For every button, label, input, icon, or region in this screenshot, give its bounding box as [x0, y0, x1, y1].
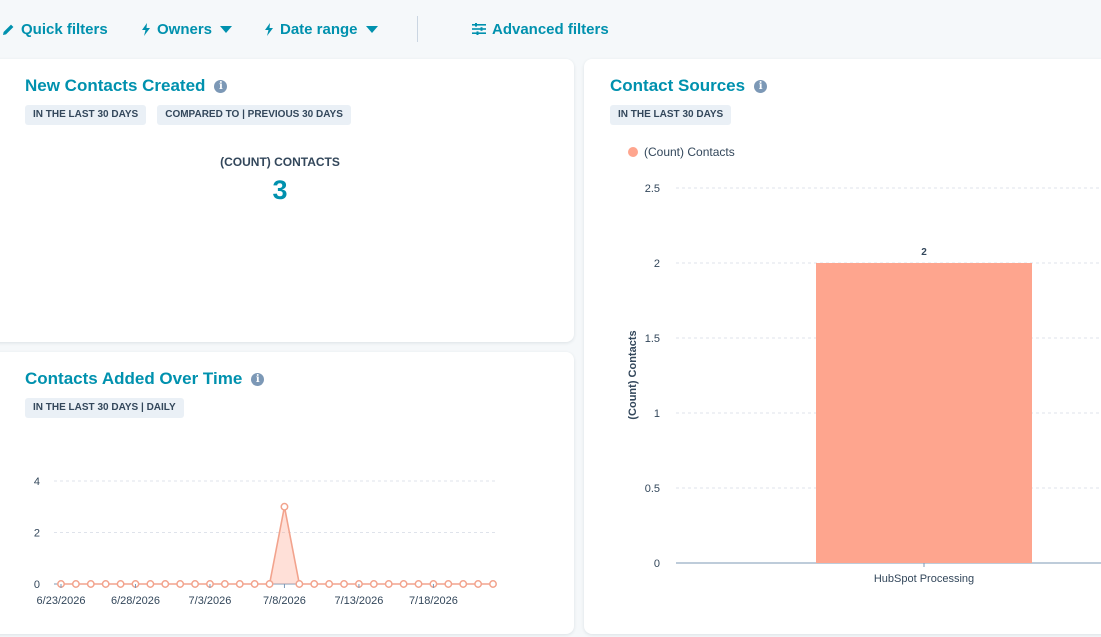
y-tick-label: 1 [654, 408, 660, 420]
info-icon[interactable]: i [251, 372, 265, 386]
advanced-filters-button[interactable]: Advanced filters [472, 19, 609, 39]
data-point [295, 580, 304, 588]
x-tick-label: HubSpot Processing [874, 573, 974, 585]
data-point [265, 580, 274, 588]
y-tick-label: 4 [34, 476, 40, 488]
kpi-label: (COUNT) CONTACTS [220, 155, 340, 169]
card-title: Contact Sources i [610, 76, 768, 96]
owners-dropdown[interactable]: Owners [141, 19, 233, 39]
new-contacts-card: New Contacts Created i IN THE LAST 30 DA… [0, 59, 574, 342]
card-tags: IN THE LAST 30 DAYS | DAILY [25, 398, 184, 418]
chart-legend[interactable]: (Count) Contacts [628, 145, 735, 159]
legend-swatch [628, 147, 638, 157]
y-tick-label: 0 [654, 558, 660, 570]
x-tick-label: 7/18/2026 [409, 595, 458, 607]
contact-sources-card: Contact Sources i IN THE LAST 30 DAYS (C… [584, 59, 1101, 634]
data-point [176, 580, 185, 588]
card-title: New Contacts Created i [25, 76, 228, 96]
owners-label: Owners [157, 20, 213, 38]
advanced-filters-label: Advanced filters [492, 20, 609, 38]
bar [816, 263, 1032, 563]
data-point [369, 580, 378, 588]
filter-divider [417, 16, 418, 42]
comparison-tag: COMPARED TO | PREVIOUS 30 DAYS [157, 105, 351, 125]
card-tags: IN THE LAST 30 DAYS COMPARED TO | PREVIO… [25, 105, 351, 125]
x-tick-label: 6/23/2026 [37, 595, 86, 607]
data-point [161, 580, 170, 588]
y-tick-label: 0.5 [645, 483, 660, 495]
card-title-text: Contacts Added Over Time [25, 369, 243, 388]
card-title-text: New Contacts Created [25, 76, 206, 95]
data-point [71, 580, 80, 588]
data-point [146, 580, 155, 588]
data-point [191, 580, 200, 588]
data-point [310, 580, 319, 588]
legend-label: (Count) Contacts [644, 145, 735, 159]
data-point [384, 580, 393, 588]
pencil-icon [2, 23, 15, 36]
sliders-icon [472, 23, 486, 35]
y-tick-label: 2.5 [645, 183, 660, 195]
data-point [444, 580, 453, 588]
contact-sources-chart: 0 0.5 1 1.5 2 2.5 (Count) Contacts 2 HubSpot Pro… [627, 183, 1101, 585]
data-point [489, 580, 497, 588]
data-point [325, 580, 334, 588]
date-range-tag: IN THE LAST 30 DAYS [25, 105, 147, 125]
card-title: Contacts Added Over Time i [25, 369, 265, 389]
data-point [280, 502, 289, 511]
lightning-icon [141, 22, 151, 36]
card-title-text: Contact Sources [610, 76, 746, 95]
data-point [250, 580, 259, 588]
quick-filters-label: Quick filters [21, 20, 108, 38]
y-tick-label: 2 [34, 528, 40, 540]
contacts-over-time-card: Contacts Added Over Time i IN THE LAST 3… [0, 352, 574, 634]
info-icon[interactable]: i [754, 79, 768, 93]
date-range-tag: IN THE LAST 30 DAYS [610, 105, 732, 125]
x-tick-label: 7/8/2026 [263, 595, 306, 607]
y-tick-label: 0 [34, 579, 40, 591]
lightning-icon [264, 22, 274, 36]
data-point [474, 580, 483, 588]
y-tick-label: 1.5 [645, 333, 660, 345]
data-point [340, 580, 348, 588]
filter-bar: Quick filters Owners Date range Advanced… [0, 0, 1101, 58]
data-point [459, 580, 468, 588]
card-tags: IN THE LAST 30 DAYS [610, 105, 732, 125]
data-point [220, 580, 229, 588]
kpi-value: 3 [272, 175, 288, 205]
y-tick-label: 2 [654, 258, 660, 270]
contacts-over-time-chart: 0 2 4 6/23/2026 6/28/2026 7/3/2026 7/8/2026 7/1… [34, 476, 497, 607]
data-point [101, 580, 110, 588]
data-point [116, 580, 125, 588]
x-tick-label: 7/3/2026 [189, 595, 232, 607]
date-range-label: Date range [280, 20, 358, 38]
bar-data-label: 2 [921, 247, 927, 258]
y-axis-title: (Count) Contacts [627, 330, 639, 419]
x-tick-label: 6/28/2026 [111, 595, 160, 607]
date-range-tag: IN THE LAST 30 DAYS | DAILY [25, 398, 184, 418]
x-tick-label: 7/13/2026 [334, 595, 383, 607]
date-range-dropdown[interactable]: Date range [264, 19, 378, 39]
data-point [399, 580, 408, 588]
chevron-down-icon [365, 25, 378, 33]
quick-filters-button[interactable]: Quick filters [2, 19, 108, 39]
data-point [86, 580, 95, 588]
data-point [414, 580, 423, 588]
data-point [235, 580, 244, 588]
info-icon[interactable]: i [214, 79, 228, 93]
chevron-down-icon [220, 25, 233, 33]
